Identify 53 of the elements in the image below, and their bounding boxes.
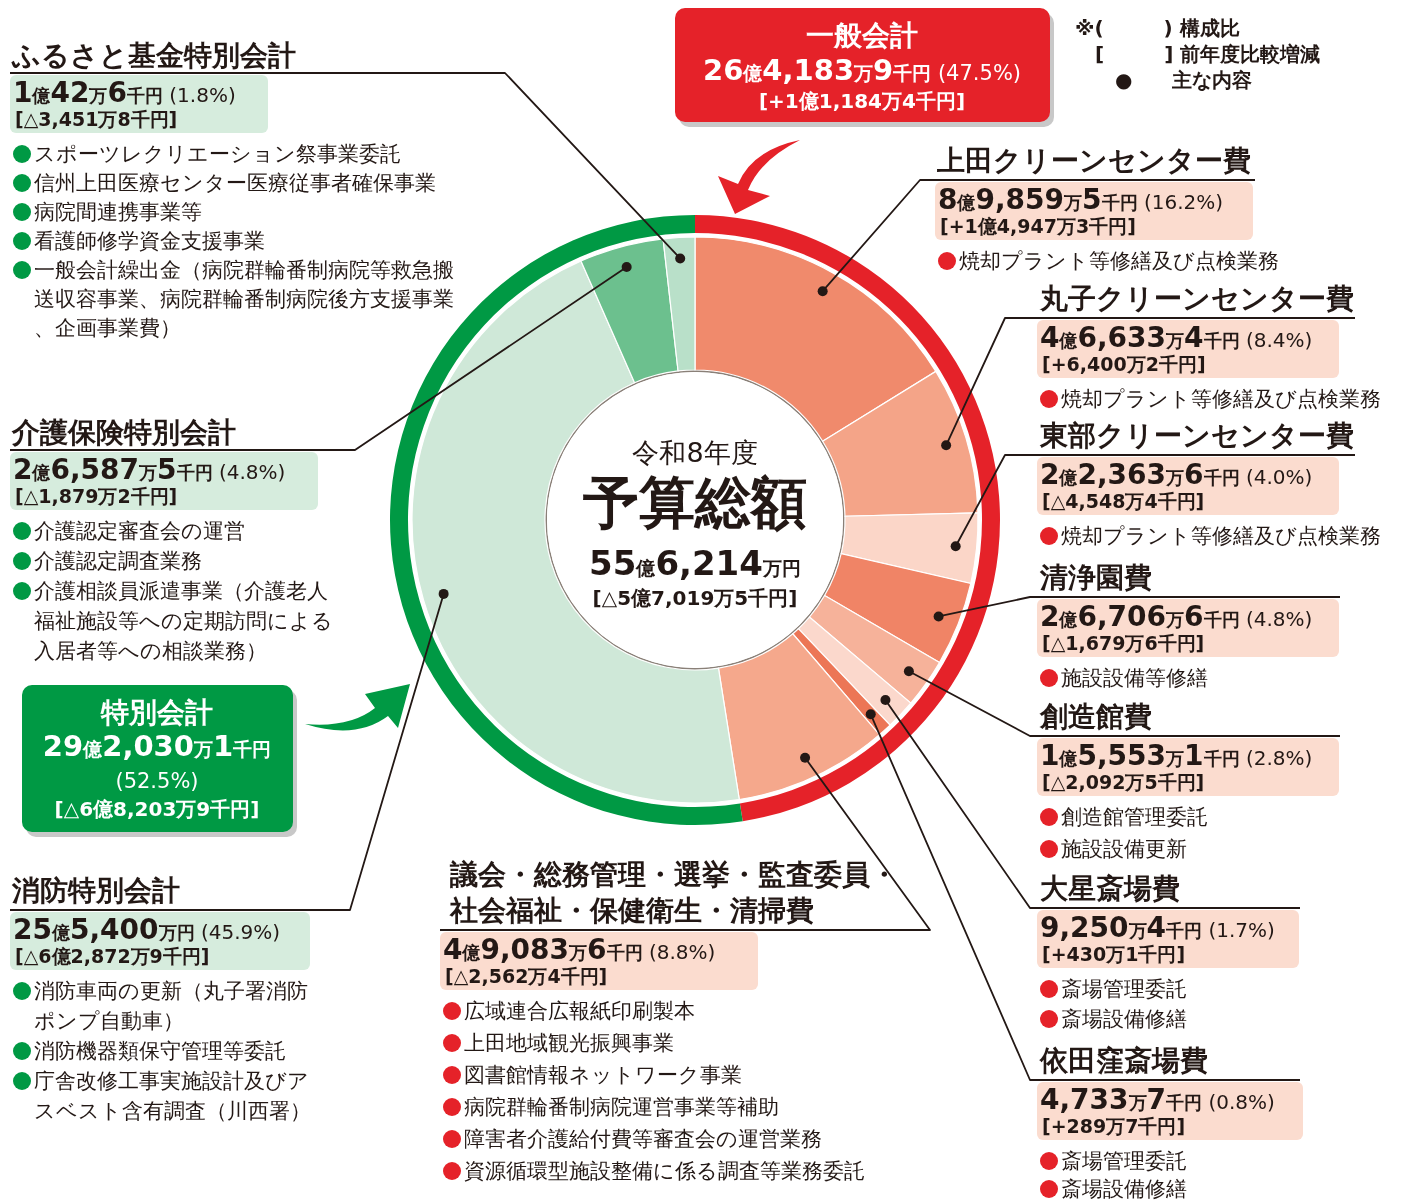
data-label: 4億9,083万6千円 (8.8%) xyxy=(443,933,716,966)
text: [△6億2,872万9千円] xyxy=(15,945,210,967)
text: 介護相談員派遣事業（介護老人福祉施設等への定期訪問による入居者等への相談業務） xyxy=(34,579,333,663)
text: [+6,400万2千円] xyxy=(1042,353,1206,375)
text: ※( ) 構成比 xyxy=(1075,16,1240,40)
text: 焼却プラント等修繕及び点検業務 xyxy=(1061,387,1381,411)
text: 斎場管理委託 xyxy=(1061,1149,1187,1173)
text: 令和8年度 xyxy=(632,437,758,468)
slice-label: 議会・総務管理・選挙・監査委員・社会福祉・保健衛生・清掃費 xyxy=(449,858,898,927)
text: 斎場設備修繕 xyxy=(1061,1177,1187,1200)
text: 施設設備更新 xyxy=(1061,837,1187,861)
data-label: 8億9,859万5千円 (16.2%) xyxy=(938,183,1224,216)
text: ● 主な内容 xyxy=(1115,68,1253,92)
data-label: 26億4,183万9千円 (47.5%) xyxy=(702,53,1022,87)
text: 29億2,030万1千円 (52.5%) xyxy=(42,729,272,793)
slice-label: 介護保険特別会計 xyxy=(11,416,236,449)
data-label: 1億42万6千円 (1.8%) xyxy=(13,76,236,109)
data-label: 9,250万4千円 (1.7%) xyxy=(1040,911,1275,944)
text: 消防車両の更新（丸子署消防ポンプ自動車） xyxy=(34,979,308,1033)
data-label: 25億5,400万円 (45.9%) xyxy=(13,913,281,946)
slice-label: 大星斎場費 xyxy=(1040,872,1180,905)
text: [+289万7千円] xyxy=(1042,1115,1186,1137)
data-label: 2億2,363万6千円 (4.0%) xyxy=(1040,458,1313,491)
slice-label: 東部クリーンセンター費 xyxy=(1039,419,1354,452)
data-label: 4,733万7千円 (0.8%) xyxy=(1040,1083,1275,1116)
slice-label: 一般会計 xyxy=(806,19,918,52)
data-label: 2億6,587万5千円 (4.8%) xyxy=(13,453,286,486)
slice-label: 消防特別会計 xyxy=(11,874,180,907)
slice-label: 創造館費 xyxy=(1039,700,1152,733)
text: [△5億7,019万5千円] xyxy=(592,586,798,610)
text: 55億6,214万円 xyxy=(589,543,801,583)
data-label: 4億6,633万4千円 (8.4%) xyxy=(1040,321,1313,354)
data-label: 2億6,706万6千円 (4.8%) xyxy=(1040,600,1313,633)
text: [△1,879万2千円] xyxy=(15,485,178,507)
slice-label: 依田窪斎場費 xyxy=(1039,1044,1208,1077)
text: 予算総額 xyxy=(582,470,807,535)
slice-label: 特別会計 xyxy=(100,696,213,729)
text: 消防機器類保守管理等委託 xyxy=(34,1039,286,1063)
text: 介護認定審査会の運営 xyxy=(34,519,245,543)
text: [ ] 前年度比較増減 xyxy=(1095,42,1321,66)
text: 介護認定調査業務 xyxy=(34,549,202,573)
text: 創造館管理委託 xyxy=(1061,805,1208,829)
text: [△6億8,203万9千円] xyxy=(54,797,260,821)
data-label: 1億5,553万1千円 (2.8%) xyxy=(1040,739,1313,772)
text: 斎場管理委託 xyxy=(1061,977,1187,1001)
text: 斎場設備修繕 xyxy=(1061,1007,1187,1031)
slice-label: 清浄園費 xyxy=(1039,561,1152,594)
slice-label: ふるさと基金特別会計 xyxy=(11,39,296,72)
slice-label: 上田クリーンセンター費 xyxy=(936,144,1251,177)
text: [+430万1千円] xyxy=(1042,943,1186,965)
text: [△2,092万5千円] xyxy=(1042,771,1205,793)
text: [+1億1,184万4千円] xyxy=(758,89,966,113)
text: 庁舎改修工事実施設計及びアスベスト含有調査（川西署） xyxy=(34,1069,311,1123)
